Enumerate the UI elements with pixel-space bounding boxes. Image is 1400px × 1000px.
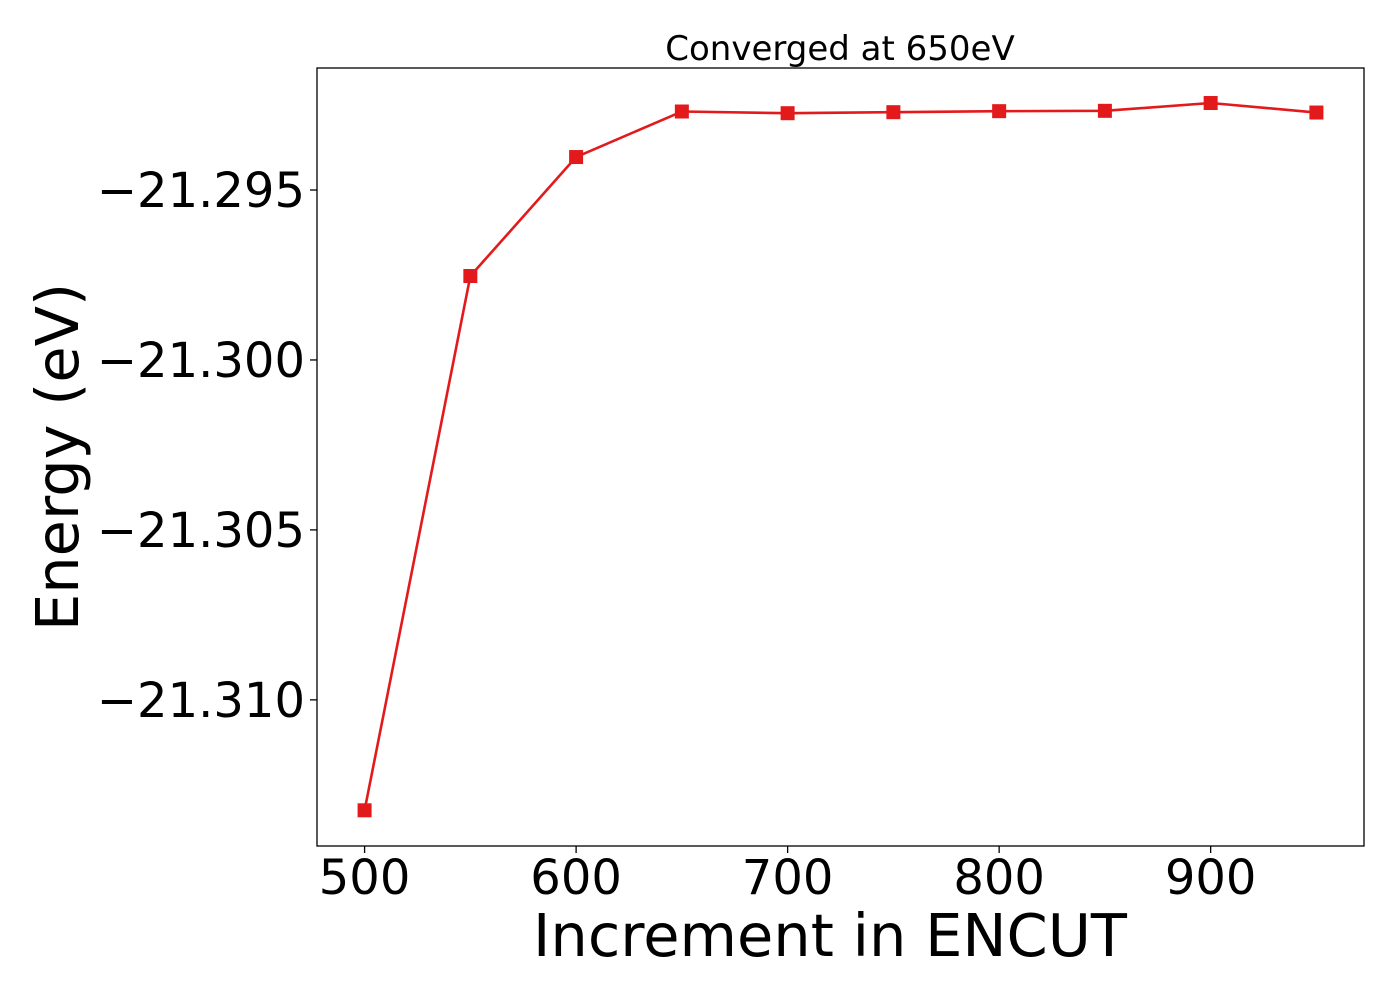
data-point-marker xyxy=(357,803,372,818)
y-tick-label: −21.295 xyxy=(97,163,305,219)
x-tick-label: 800 xyxy=(953,850,1045,906)
y-axis-label: Energy (eV) xyxy=(23,283,92,631)
x-axis-ticks: 500 600 700 800 900 xyxy=(319,846,1257,906)
chart-title: Converged at 650eV xyxy=(665,29,1014,69)
x-tick-label: 700 xyxy=(742,850,834,906)
plot-area-frame xyxy=(316,67,1365,847)
series-layer xyxy=(357,96,1324,818)
x-axis-label: Increment in ENCUT xyxy=(533,901,1128,970)
data-point-marker xyxy=(674,104,689,119)
data-point-marker xyxy=(780,106,795,121)
y-tick-label: −21.310 xyxy=(97,673,305,729)
data-point-marker xyxy=(1203,96,1218,111)
y-tick-label: −21.300 xyxy=(97,333,305,389)
y-axis-ticks: −21.295 −21.300 −21.305 −21.310 xyxy=(97,163,317,729)
data-point-marker xyxy=(569,150,584,165)
x-tick-label: 600 xyxy=(530,850,622,906)
data-point-marker xyxy=(1097,103,1112,118)
series-line xyxy=(363,101,1317,811)
data-point-marker xyxy=(463,269,478,284)
data-point-marker xyxy=(992,104,1007,119)
y-tick-label: −21.305 xyxy=(97,503,305,559)
data-point-marker xyxy=(1309,105,1324,120)
x-tick-label: 500 xyxy=(319,850,411,906)
x-tick-label: 900 xyxy=(1165,850,1257,906)
data-point-marker xyxy=(886,105,901,120)
